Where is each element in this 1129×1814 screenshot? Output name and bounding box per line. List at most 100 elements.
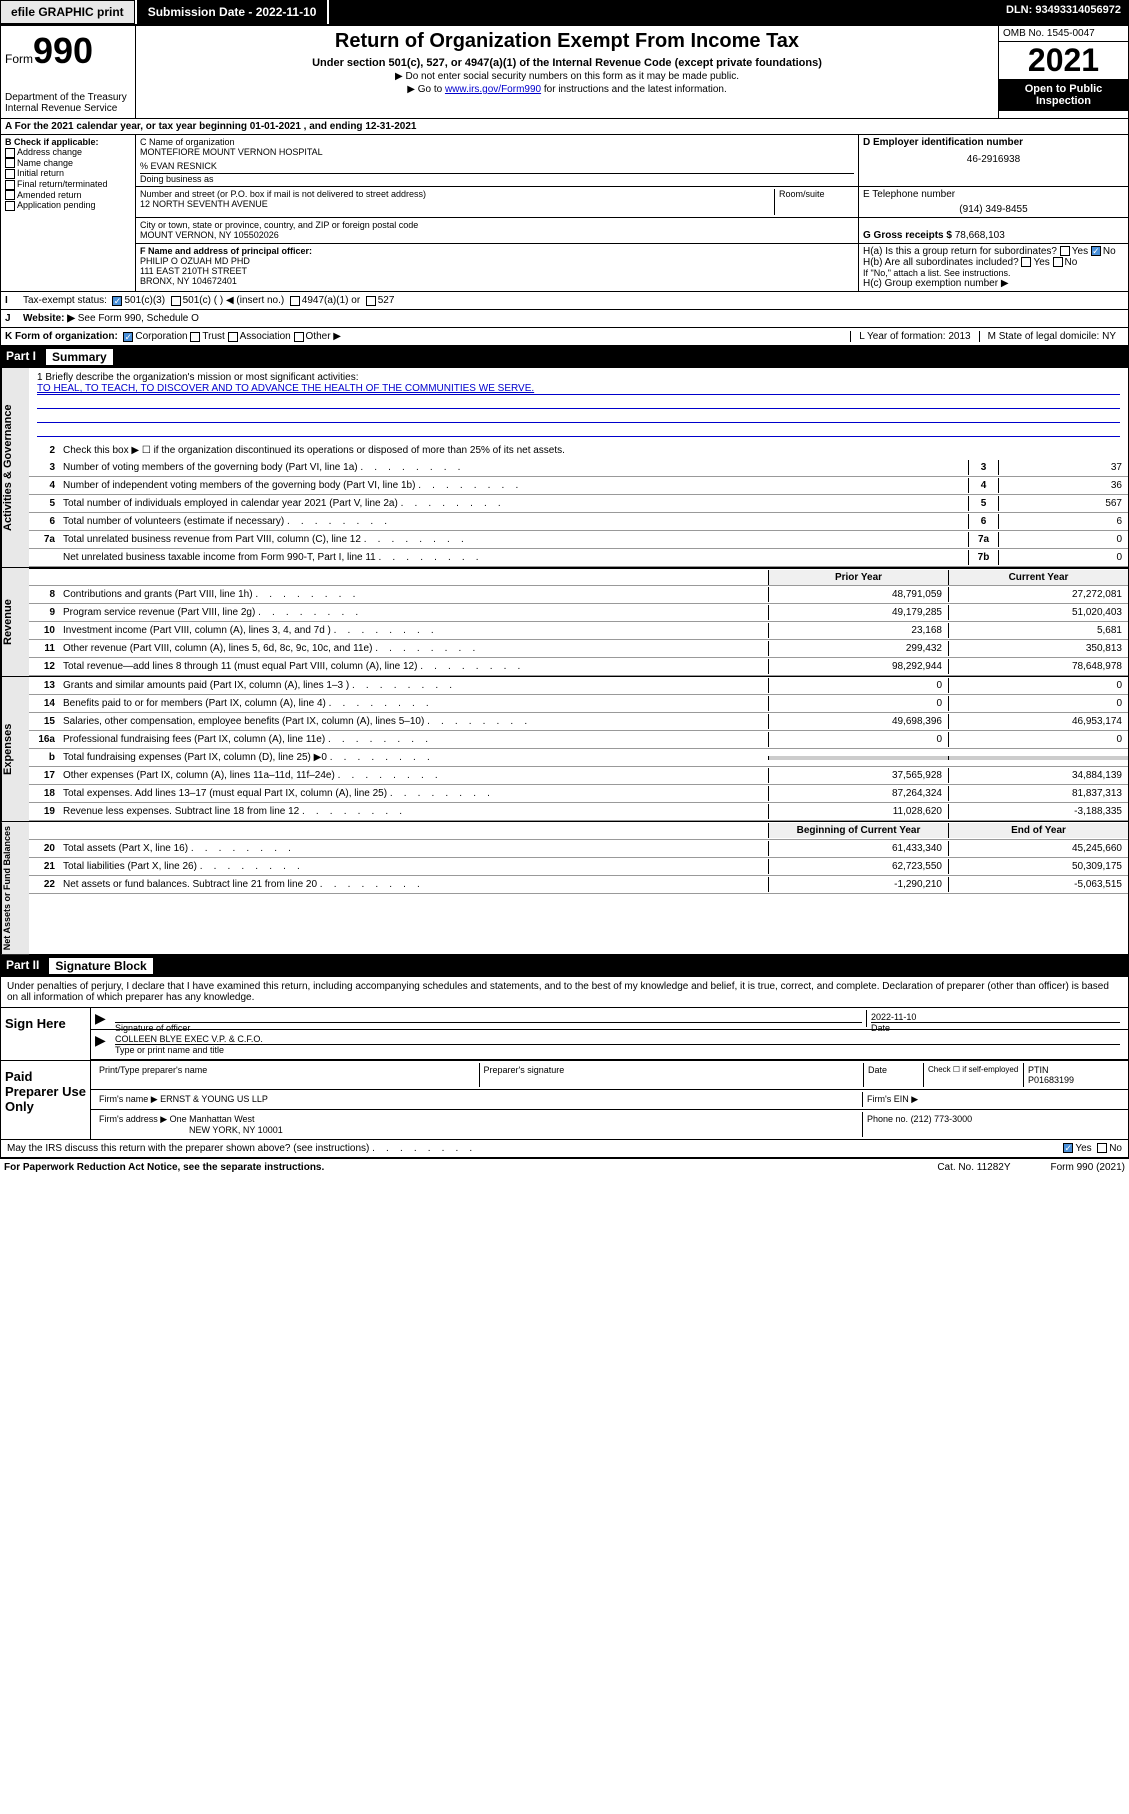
summary-row: 19Revenue less expenses. Subtract line 1…	[29, 803, 1128, 821]
summary-row: 12Total revenue—add lines 8 through 11 (…	[29, 658, 1128, 676]
firm-address2: NEW YORK, NY 10001	[189, 1125, 858, 1135]
year-formation: L Year of formation: 2013	[850, 331, 978, 342]
ha-group-return: H(a) Is this a group return for subordin…	[863, 246, 1124, 257]
527-checkbox[interactable]	[366, 296, 376, 306]
form-number: 990	[33, 30, 93, 71]
summary-row: 7aTotal unrelated business revenue from …	[29, 531, 1128, 549]
summary-row: 3Number of voting members of the governi…	[29, 459, 1128, 477]
gross-receipts-label: G Gross receipts $	[863, 230, 952, 241]
phone-value: (914) 349-8455	[863, 204, 1124, 215]
row-j-website: J Website: ▶ See Form 990, Schedule O	[0, 310, 1129, 328]
summary-row: 9Program service revenue (Part VIII, lin…	[29, 604, 1128, 622]
governance-tab: Activities & Governance	[1, 368, 29, 567]
arrow-icon: ▶	[95, 1032, 111, 1057]
self-employed-check: Check ☐ if self-employed	[924, 1063, 1024, 1087]
ein-label: D Employer identification number	[863, 137, 1124, 148]
form-subtitle2: ▶ Do not enter social security numbers o…	[140, 71, 994, 82]
row-i-tax-status: I Tax-exempt status: 501(c)(3) 501(c) ( …	[0, 292, 1129, 310]
page-footer: For Paperwork Reduction Act Notice, see …	[0, 1158, 1129, 1176]
row-k-form-org: K Form of organization: Corporation Trus…	[0, 328, 1129, 346]
expenses-section: Expenses 13Grants and similar amounts pa…	[0, 677, 1129, 822]
section-bcd: B Check if applicable: Address change Na…	[0, 135, 1129, 292]
trust-checkbox[interactable]	[190, 332, 200, 342]
mission-text: TO HEAL, TO TEACH, TO DISCOVER AND TO AD…	[37, 383, 1120, 395]
irs-link[interactable]: www.irs.gov/Form990	[445, 84, 541, 95]
form-subtitle1: Under section 501(c), 527, or 4947(a)(1)…	[140, 57, 994, 69]
officer-addr1: 111 EAST 210TH STREET	[140, 266, 854, 276]
summary-row: 5Total number of individuals employed in…	[29, 495, 1128, 513]
cat-number: Cat. No. 11282Y	[937, 1162, 1010, 1173]
row-a-tax-year: A For the 2021 calendar year, or tax yea…	[0, 119, 1129, 135]
summary-row: Net unrelated business taxable income fr…	[29, 549, 1128, 567]
form-subtitle3: ▶ Go to www.irs.gov/Form990 for instruct…	[140, 84, 994, 95]
summary-row: 15Salaries, other compensation, employee…	[29, 713, 1128, 731]
summary-row: 17Other expenses (Part IX, column (A), l…	[29, 767, 1128, 785]
irs-label: Internal Revenue Service	[5, 103, 131, 114]
other-checkbox[interactable]	[294, 332, 304, 342]
amended-return-checkbox[interactable]	[5, 190, 15, 200]
discuss-no-checkbox[interactable]	[1097, 1143, 1107, 1153]
summary-row: 14Benefits paid to or for members (Part …	[29, 695, 1128, 713]
501c-checkbox[interactable]	[171, 296, 181, 306]
officer-name: PHILIP O OZUAH MD PHD	[140, 256, 854, 266]
summary-row: 6Total number of volunteers (estimate if…	[29, 513, 1128, 531]
net-assets-section: Net Assets or Fund Balances Beginning of…	[0, 822, 1129, 955]
perjury-declaration: Under penalties of perjury, I declare th…	[1, 977, 1128, 1007]
line2-discontinued: Check this box ▶ ☐ if the organization d…	[59, 443, 1128, 458]
dln: DLN: 93493314056972	[329, 0, 1129, 24]
4947-checkbox[interactable]	[290, 296, 300, 306]
omb-number: OMB No. 1545-0047	[999, 26, 1128, 42]
application-pending-checkbox[interactable]	[5, 201, 15, 211]
discuss-question: May the IRS discuss this return with the…	[7, 1143, 1063, 1154]
summary-row: bTotal fundraising expenses (Part IX, co…	[29, 749, 1128, 767]
gross-receipts-value: 78,668,103	[955, 230, 1005, 241]
ein-value: 46-2916938	[863, 154, 1124, 165]
part1-header: Part I Summary	[0, 346, 1129, 368]
col-b-checkboxes: B Check if applicable: Address change Na…	[1, 135, 136, 291]
room-suite-label: Room/suite	[774, 189, 854, 215]
form-header: Form990 Department of the Treasury Inter…	[0, 25, 1129, 119]
officer-label: F Name and address of principal officer:	[140, 246, 854, 256]
address-change-checkbox[interactable]	[5, 148, 15, 158]
paid-preparer-label: Paid Preparer Use Only	[1, 1061, 91, 1139]
officer-name-title: COLLEEN BLYE EXEC V.P. & C.F.O.	[115, 1034, 1120, 1044]
revenue-section: Revenue Prior Year Current Year 8Contrib…	[0, 568, 1129, 677]
submission-date: Submission Date - 2022-11-10	[137, 0, 328, 24]
hb-subordinates: H(b) Are all subordinates included? Yes …	[863, 257, 1124, 268]
phone-label: E Telephone number	[863, 189, 1124, 200]
association-checkbox[interactable]	[228, 332, 238, 342]
501c3-checkbox[interactable]	[112, 296, 122, 306]
sign-here-label: Sign Here	[1, 1008, 91, 1060]
arrow-icon: ▶	[95, 1010, 111, 1027]
summary-row: 20Total assets (Part X, line 16)61,433,3…	[29, 840, 1128, 858]
topbar: efile GRAPHIC print Submission Date - 20…	[0, 0, 1129, 25]
sign-date: 2022-11-10	[871, 1012, 1120, 1022]
signature-block: Under penalties of perjury, I declare th…	[0, 977, 1129, 1158]
corporation-checkbox[interactable]	[123, 332, 133, 342]
preparer-date-header: Date	[864, 1063, 924, 1087]
city-label: City or town, state or province, country…	[140, 220, 854, 230]
name-change-checkbox[interactable]	[5, 158, 15, 168]
summary-row: 22Net assets or fund balances. Subtract …	[29, 876, 1128, 894]
net-assets-tab: Net Assets or Fund Balances	[1, 822, 29, 954]
summary-row: 13Grants and similar amounts paid (Part …	[29, 677, 1128, 695]
efile-button[interactable]: efile GRAPHIC print	[0, 0, 135, 24]
discuss-yes-checkbox[interactable]	[1063, 1143, 1073, 1153]
officer-addr2: BRONX, NY 104672401	[140, 276, 854, 286]
care-of: % EVAN RESNICK	[140, 161, 854, 171]
end-year-header: End of Year	[948, 823, 1128, 838]
current-year-header: Current Year	[948, 570, 1128, 585]
governance-section: Activities & Governance 1 Briefly descri…	[0, 368, 1129, 568]
state-domicile: M State of legal domicile: NY	[979, 331, 1124, 342]
firm-name: ERNST & YOUNG US LLP	[160, 1094, 268, 1104]
initial-return-checkbox[interactable]	[5, 169, 15, 179]
expenses-tab: Expenses	[1, 677, 29, 821]
summary-row: 10Investment income (Part VIII, column (…	[29, 622, 1128, 640]
form-title: Return of Organization Exempt From Incom…	[140, 30, 994, 53]
firm-phone: (212) 773-3000	[911, 1114, 973, 1124]
final-return-checkbox[interactable]	[5, 180, 15, 190]
summary-row: 4Number of independent voting members of…	[29, 477, 1128, 495]
paperwork-notice: For Paperwork Reduction Act Notice, see …	[4, 1162, 937, 1173]
hc-exemption: H(c) Group exemption number ▶	[863, 278, 1124, 289]
beginning-year-header: Beginning of Current Year	[768, 823, 948, 838]
